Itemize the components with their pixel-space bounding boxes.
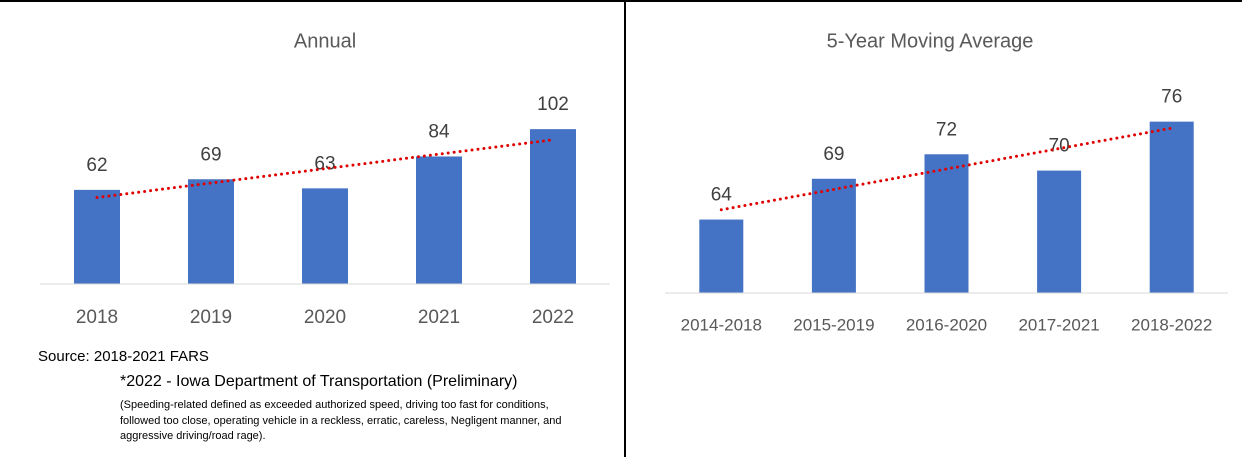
x-tick-label: 2021: [418, 307, 460, 328]
data-label: 64: [711, 185, 733, 206]
bar: [811, 178, 856, 293]
source-definition: (Speeding-related defined as exceeded au…: [120, 399, 562, 442]
data-label: 84: [428, 121, 450, 142]
x-tick-label: 2020: [304, 307, 346, 328]
trendline: [719, 126, 1174, 212]
x-tick-label: 2022: [532, 307, 574, 328]
x-tick-label: 2018-2022: [1131, 315, 1212, 334]
data-label: 69: [200, 144, 221, 165]
chart-title: 5-Year Moving Average: [827, 30, 1034, 52]
data-label: 72: [936, 119, 957, 140]
data-label: 62: [86, 155, 107, 176]
x-tick-label: 2015-2019: [793, 315, 874, 334]
bar: [699, 219, 744, 293]
chart-title: Annual: [294, 30, 356, 52]
x-tick-label: 2019: [190, 307, 232, 328]
x-tick-label: 2014-2018: [681, 315, 762, 334]
data-label: 69: [823, 144, 844, 165]
bar: [530, 129, 576, 284]
bar: [188, 179, 234, 284]
source-label: Source: 2018-2021 FARS: [38, 348, 209, 365]
source-line: *2022 - Iowa Department of Transportatio…: [120, 373, 518, 390]
bar: [302, 188, 348, 284]
bar: [924, 154, 969, 293]
bar: [1037, 170, 1082, 293]
trendline: [95, 138, 555, 199]
data-label: 63: [314, 153, 335, 174]
bar: [1149, 121, 1194, 293]
x-tick-label: 2016-2020: [906, 315, 987, 334]
bar: [416, 156, 462, 284]
data-label: 70: [1049, 136, 1070, 157]
bar: [74, 189, 120, 284]
data-label: 102: [537, 94, 569, 115]
data-label: 76: [1161, 87, 1182, 108]
x-tick-label: 2017-2021: [1018, 315, 1099, 334]
x-tick-label: 2018: [76, 307, 118, 328]
